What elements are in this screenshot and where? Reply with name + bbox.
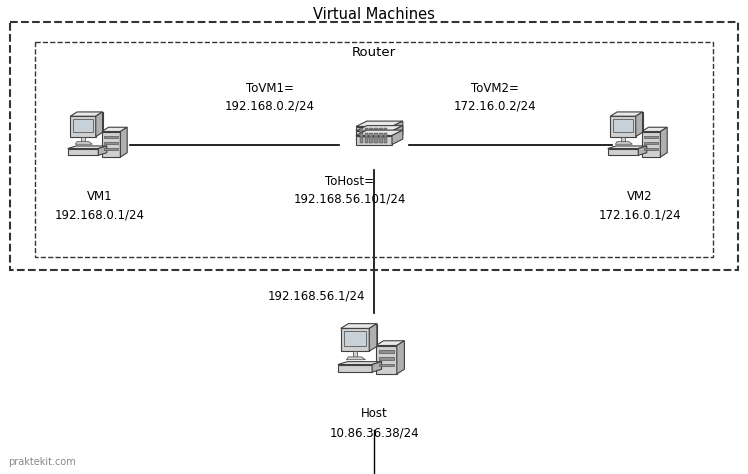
Polygon shape <box>396 341 405 374</box>
Text: VM1
192.168.0.1/24: VM1 192.168.0.1/24 <box>55 190 145 222</box>
Bar <box>384 133 387 138</box>
Polygon shape <box>392 121 403 136</box>
Polygon shape <box>338 362 381 365</box>
Text: 192.168.56.1/24: 192.168.56.1/24 <box>267 290 365 302</box>
Bar <box>379 128 382 134</box>
Bar <box>370 133 373 138</box>
Polygon shape <box>392 130 403 145</box>
Bar <box>378 364 394 366</box>
Bar <box>104 147 118 150</box>
Polygon shape <box>376 341 405 346</box>
Bar <box>360 128 363 134</box>
Polygon shape <box>120 127 127 157</box>
Polygon shape <box>102 127 127 131</box>
Bar <box>360 133 363 138</box>
Polygon shape <box>607 146 647 148</box>
Polygon shape <box>68 148 98 155</box>
Bar <box>35 42 713 257</box>
Polygon shape <box>610 112 643 116</box>
Bar <box>379 137 382 143</box>
Text: praktekit.com: praktekit.com <box>8 457 76 467</box>
Polygon shape <box>356 136 392 145</box>
Bar <box>104 136 118 138</box>
Text: Host
10.86.36.38/24: Host 10.86.36.38/24 <box>329 407 419 439</box>
Bar <box>364 137 368 143</box>
Text: VM2
172.16.0.1/24: VM2 172.16.0.1/24 <box>598 190 681 222</box>
Bar <box>370 128 373 134</box>
Polygon shape <box>660 127 667 157</box>
Bar <box>378 350 394 353</box>
Polygon shape <box>98 146 107 155</box>
Polygon shape <box>76 142 92 144</box>
Polygon shape <box>356 126 403 131</box>
Bar <box>644 136 657 138</box>
Bar <box>644 147 657 150</box>
Polygon shape <box>356 127 392 136</box>
Polygon shape <box>356 121 403 127</box>
Polygon shape <box>70 112 102 116</box>
Polygon shape <box>607 148 638 155</box>
Text: Router: Router <box>352 46 396 58</box>
Bar <box>644 142 657 144</box>
Text: ToVM1=
192.168.0.2/24: ToVM1= 192.168.0.2/24 <box>225 82 315 112</box>
Polygon shape <box>102 131 120 157</box>
Bar <box>370 137 373 143</box>
Polygon shape <box>77 112 102 132</box>
Text: Virtual Machines: Virtual Machines <box>313 7 435 21</box>
Polygon shape <box>70 116 96 137</box>
Polygon shape <box>617 112 643 132</box>
Bar <box>379 133 382 138</box>
Bar <box>364 128 368 134</box>
Polygon shape <box>372 362 381 372</box>
Bar <box>73 119 94 132</box>
Polygon shape <box>341 324 377 328</box>
Bar <box>360 137 363 143</box>
Text: ToHost=
192.168.56.101/24: ToHost= 192.168.56.101/24 <box>294 175 406 205</box>
Polygon shape <box>636 112 643 137</box>
Polygon shape <box>346 357 366 360</box>
Polygon shape <box>642 131 660 157</box>
Bar <box>375 137 378 143</box>
Bar <box>104 142 118 144</box>
Polygon shape <box>68 146 107 148</box>
Bar <box>378 357 394 360</box>
Bar <box>343 331 367 346</box>
Polygon shape <box>392 126 403 140</box>
Bar <box>364 133 368 138</box>
Bar <box>353 351 357 357</box>
Bar <box>613 119 634 132</box>
Polygon shape <box>349 324 377 346</box>
Polygon shape <box>341 328 370 351</box>
Polygon shape <box>356 130 403 136</box>
Bar <box>384 137 387 143</box>
Bar <box>375 128 378 134</box>
Polygon shape <box>356 131 392 140</box>
Bar <box>375 133 378 138</box>
Bar <box>10 22 738 270</box>
Bar <box>622 137 625 142</box>
Polygon shape <box>616 142 632 144</box>
Polygon shape <box>338 365 372 372</box>
Polygon shape <box>370 324 377 351</box>
Polygon shape <box>642 127 667 131</box>
Bar <box>82 137 85 142</box>
Polygon shape <box>376 346 396 374</box>
Polygon shape <box>610 116 636 137</box>
Polygon shape <box>638 146 647 155</box>
Text: ToVM2=
172.16.0.2/24: ToVM2= 172.16.0.2/24 <box>454 82 536 112</box>
Bar <box>384 128 387 134</box>
Polygon shape <box>96 112 102 137</box>
